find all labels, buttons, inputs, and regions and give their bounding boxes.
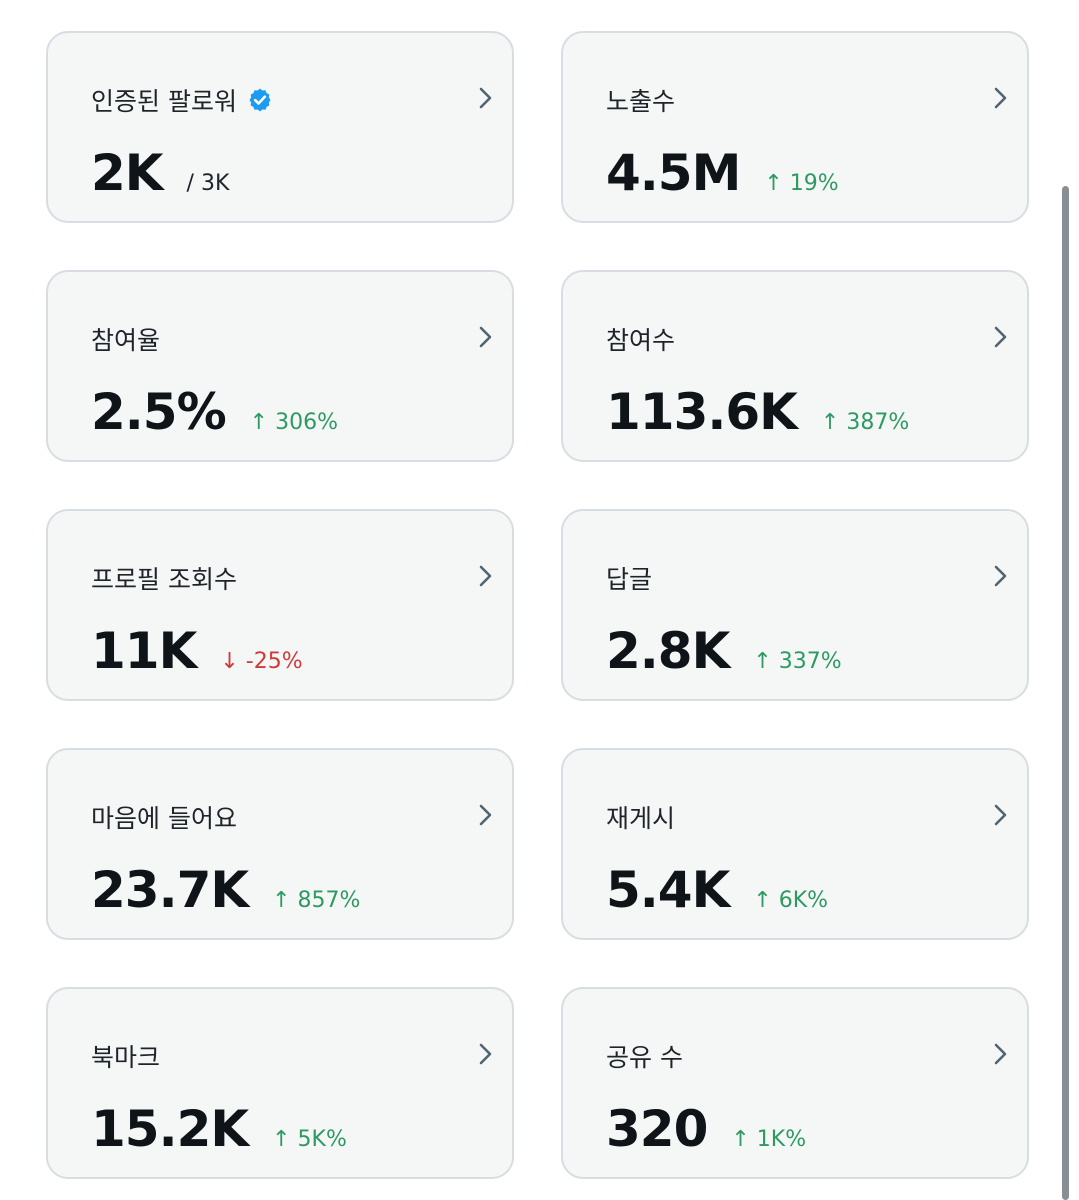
card-value: 11K [91,622,197,680]
card-title: 참여수 [606,326,676,355]
card-bookmarks[interactable]: 북마크 15.2K ↑ 5K% [46,987,514,1179]
card-delta: ↑ 337% [753,649,842,674]
card-title: 북마크 [91,1043,161,1072]
card-likes[interactable]: 마음에 들어요 23.7K ↑ 857% [46,748,514,940]
card-subvalue: / 3K [186,171,230,196]
card-delta: ↑ 387% [820,410,910,435]
card-value: 4.5M [606,144,741,202]
card-value: 5.4K [606,861,730,919]
scrollbar[interactable] [1062,186,1069,1200]
card-delta: ↑ 1K% [731,1127,807,1152]
card-value: 320 [606,1100,708,1158]
card-engagements[interactable]: 참여수 113.6K ↑ 387% [561,270,1029,462]
card-delta: ↑ 19% [764,171,839,196]
card-value: 2.5% [91,383,227,441]
card-shares[interactable]: 공유 수 320 ↑ 1K% [561,987,1029,1179]
chevron-right-icon [479,565,492,587]
card-delta: ↑ 306% [249,410,338,435]
chevron-right-icon [994,87,1007,109]
chevron-right-icon [479,1043,492,1065]
card-profile-visits[interactable]: 프로필 조회수 11K ↓ -25% [46,509,514,701]
chevron-right-icon [994,1043,1007,1065]
card-value: 15.2K [91,1100,249,1158]
chevron-right-icon [479,326,492,348]
card-title: 답글 [606,565,653,594]
card-title: 프로필 조회수 [91,565,237,594]
card-engagement-rate[interactable]: 참여율 2.5% ↑ 306% [46,270,514,462]
card-value: 2K [91,144,164,202]
card-replies[interactable]: 답글 2.8K ↑ 337% [561,509,1029,701]
card-delta: ↓ -25% [220,649,303,674]
card-title: 공유 수 [606,1043,683,1072]
card-reposts[interactable]: 재게시 5.4K ↑ 6K% [561,748,1029,940]
card-delta: ↑ 6K% [753,888,829,913]
card-title: 참여율 [91,326,161,355]
card-verified-followers[interactable]: 인증된 팔로워 2K / 3K [46,31,514,223]
card-title: 노출수 [606,87,676,116]
chevron-right-icon [994,565,1007,587]
verified-badge-icon [249,88,271,112]
chevron-right-icon [994,326,1007,348]
card-title: 재게시 [606,804,676,833]
chevron-right-icon [479,87,492,109]
chevron-right-icon [994,804,1007,826]
card-value: 23.7K [91,861,249,919]
card-delta: ↑ 5K% [272,1127,347,1152]
card-impressions[interactable]: 노출수 4.5M ↑ 19% [561,31,1029,223]
card-title: 마음에 들어요 [91,804,237,833]
card-title: 인증된 팔로워 [91,87,237,116]
chevron-right-icon [479,804,492,826]
card-delta: ↑ 857% [272,888,361,913]
card-value: 113.6K [606,383,798,441]
card-value: 2.8K [606,622,730,680]
